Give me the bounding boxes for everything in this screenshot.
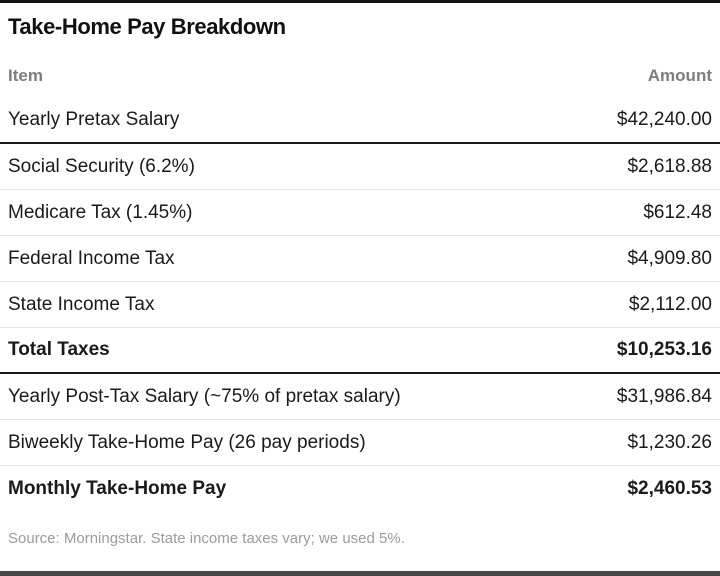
column-header-item: Item (8, 66, 43, 85)
source-note: Source: Morningstar. State income taxes … (8, 530, 405, 547)
row-amount-value: $2,618.88 (627, 155, 712, 177)
row-amount-value: $4,909.80 (627, 247, 712, 269)
row-item-label: State Income Tax (8, 293, 155, 315)
table-row: Biweekly Take-Home Pay (26 pay periods) $… (0, 420, 720, 466)
row-amount-value: $1,230.26 (627, 431, 712, 453)
row-item-label: Social Security (6.2%) (8, 155, 195, 177)
table-row: Yearly Post-Tax Salary (~75% of pretax s… (0, 374, 720, 420)
row-amount-value: $2,112.00 (628, 293, 712, 315)
row-amount-value: $612.48 (643, 201, 712, 223)
row-amount-value: $2,460.53 (627, 478, 712, 499)
table-row: Social Security (6.2%) $2,618.88 (0, 144, 720, 190)
row-amount-value: $42,240.00 (616, 109, 712, 130)
top-rule (0, 0, 720, 3)
row-item-label: Total Taxes (8, 339, 110, 360)
row-item-label: Medicare Tax (1.45%) (8, 201, 193, 223)
page-title: Take-Home Pay Breakdown (8, 14, 286, 39)
row-amount-value: $31,986.84 (616, 385, 712, 407)
row-amount-value: $10,253.16 (616, 339, 712, 360)
table-row: Total Taxes $10,253.16 (0, 328, 720, 374)
row-item-label: Federal Income Tax (8, 247, 175, 269)
table-row: State Income Tax $2,112.00 (0, 282, 720, 328)
table-row: Medicare Tax (1.45%) $612.48 (0, 190, 720, 236)
table-row: Federal Income Tax $4,909.80 (0, 236, 720, 282)
column-header-amount: Amount (647, 66, 712, 85)
table-body: Yearly Pretax Salary $42,240.00 Social Sec… (0, 98, 720, 512)
bottom-rule (0, 571, 720, 576)
row-item-label: Monthly Take-Home Pay (8, 478, 227, 499)
row-item-label: Yearly Post-Tax Salary (~75% of pretax s… (8, 385, 401, 407)
row-item-label: Yearly Pretax Salary (8, 109, 180, 130)
row-item-label: Biweekly Take-Home Pay (26 pay periods) (8, 431, 366, 453)
table-header: Item Amount (0, 40, 720, 98)
table-row: Monthly Take-Home Pay $2,460.53 (0, 466, 720, 512)
table-row: Yearly Pretax Salary $42,240.00 (0, 98, 720, 144)
